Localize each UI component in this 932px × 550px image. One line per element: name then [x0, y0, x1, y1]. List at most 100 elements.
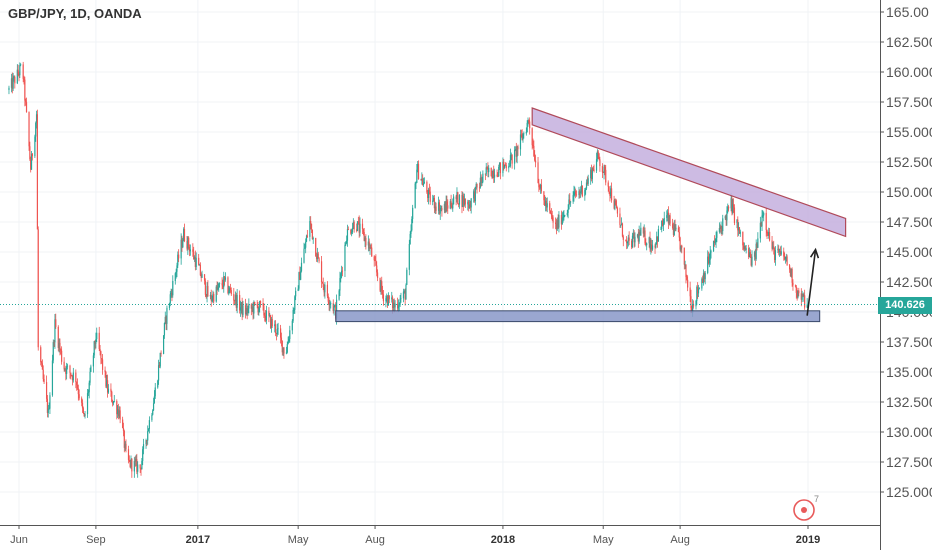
candle[interactable] [309, 216, 311, 242]
candle[interactable] [488, 165, 490, 178]
candle[interactable] [240, 302, 242, 314]
candle[interactable] [323, 284, 325, 297]
candle[interactable] [708, 253, 710, 268]
candle[interactable] [595, 152, 598, 173]
candle[interactable] [93, 340, 95, 359]
candle[interactable] [52, 339, 54, 364]
candle[interactable] [293, 307, 295, 314]
candle[interactable] [51, 354, 54, 397]
candle[interactable] [388, 295, 390, 304]
candle[interactable] [235, 292, 237, 312]
candle[interactable] [604, 164, 606, 176]
candle[interactable] [159, 352, 161, 369]
candle[interactable] [644, 227, 646, 246]
candle[interactable] [609, 191, 611, 202]
candle[interactable] [351, 222, 354, 235]
candle[interactable] [22, 61, 24, 83]
candle[interactable] [409, 231, 411, 245]
candle[interactable] [229, 286, 231, 294]
candle[interactable] [228, 285, 230, 296]
candle[interactable] [590, 164, 593, 182]
candle[interactable] [125, 439, 127, 453]
candle[interactable] [259, 300, 261, 313]
candle[interactable] [147, 428, 150, 432]
candle[interactable] [714, 238, 716, 245]
candle[interactable] [519, 129, 522, 156]
candle[interactable] [253, 300, 255, 319]
candle[interactable] [177, 251, 179, 268]
candle[interactable] [654, 243, 656, 254]
candle[interactable] [380, 279, 382, 295]
candle[interactable] [498, 164, 500, 177]
candle[interactable] [634, 232, 636, 247]
candle[interactable] [516, 145, 518, 164]
candle[interactable] [445, 195, 447, 213]
candle[interactable] [546, 197, 548, 213]
candle[interactable] [435, 202, 437, 214]
candle[interactable] [610, 182, 613, 203]
candle[interactable] [521, 129, 523, 141]
candle[interactable] [607, 180, 609, 192]
candle[interactable] [655, 242, 657, 249]
candle[interactable] [534, 154, 537, 168]
candle[interactable] [145, 438, 147, 449]
candle[interactable] [35, 110, 38, 129]
candle[interactable] [315, 252, 318, 262]
candle[interactable] [698, 287, 700, 290]
candle[interactable] [317, 251, 319, 259]
candle[interactable] [122, 422, 125, 437]
candle[interactable] [304, 243, 306, 249]
candle[interactable] [616, 199, 618, 209]
candle[interactable] [30, 151, 33, 170]
candle[interactable] [738, 227, 741, 234]
candle[interactable] [517, 144, 519, 156]
candle[interactable] [157, 359, 160, 385]
candle[interactable] [473, 187, 476, 203]
candle[interactable] [690, 289, 692, 313]
candle[interactable] [733, 204, 736, 226]
candle[interactable] [204, 278, 206, 298]
candle[interactable] [626, 236, 628, 250]
candle[interactable] [59, 338, 61, 356]
candle[interactable] [619, 207, 621, 228]
candle[interactable] [403, 289, 405, 294]
candle[interactable] [392, 299, 395, 312]
candle[interactable] [198, 263, 201, 266]
candle[interactable] [106, 374, 108, 389]
candle[interactable] [573, 185, 575, 202]
candle[interactable] [748, 244, 750, 260]
candle[interactable] [227, 276, 229, 295]
candle[interactable] [608, 185, 610, 195]
candle[interactable] [47, 405, 49, 418]
candle[interactable] [305, 234, 308, 243]
candle[interactable] [147, 425, 149, 445]
candle[interactable] [514, 146, 516, 170]
candle[interactable] [662, 218, 665, 231]
candle[interactable] [677, 225, 680, 233]
candle[interactable] [555, 218, 558, 235]
candle[interactable] [346, 235, 348, 244]
candle[interactable] [666, 209, 669, 222]
candle[interactable] [794, 284, 797, 288]
candle[interactable] [397, 299, 400, 313]
candle[interactable] [627, 234, 629, 247]
candle[interactable] [40, 345, 42, 366]
candle[interactable] [786, 254, 788, 266]
candle[interactable] [165, 315, 167, 330]
candle[interactable] [280, 324, 282, 344]
candle[interactable] [684, 260, 686, 270]
candle[interactable] [479, 171, 481, 189]
candle[interactable] [444, 200, 446, 214]
candle[interactable] [118, 406, 120, 419]
candle[interactable] [534, 150, 536, 162]
candle[interactable] [211, 295, 213, 302]
candle[interactable] [163, 322, 166, 339]
candle[interactable] [263, 303, 265, 318]
candle[interactable] [117, 405, 119, 418]
candle[interactable] [452, 198, 454, 212]
candle[interactable] [463, 193, 466, 207]
candle[interactable] [749, 249, 751, 258]
candle[interactable] [638, 225, 640, 244]
candle[interactable] [765, 207, 767, 237]
candle[interactable] [12, 72, 14, 91]
